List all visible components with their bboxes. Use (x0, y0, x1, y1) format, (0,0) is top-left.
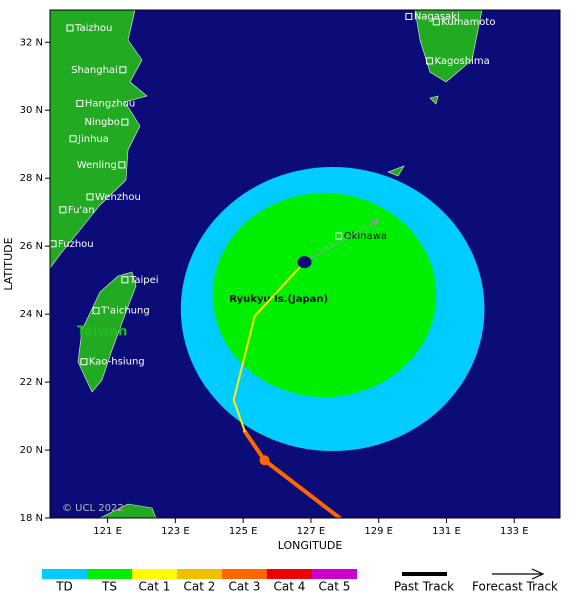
region-label: Ryukyu Is.(Japan) (229, 294, 328, 305)
wind-radius (212, 193, 437, 398)
y-tick-label: 20 N (20, 445, 43, 456)
legend-label: TS (101, 580, 117, 594)
legend-swatch (312, 569, 357, 579)
city-marker (76, 99, 84, 107)
x-axis-label: LONGITUDE (278, 539, 343, 552)
x-tick-label: 131 E (432, 526, 461, 537)
track-point (259, 455, 270, 466)
city-marker (426, 57, 434, 65)
city-label: Wenling (77, 160, 117, 171)
legend-label: Cat 1 (139, 580, 171, 594)
legend-swatch (42, 569, 87, 579)
copyright: © UCL 2022 (62, 503, 124, 514)
city-label: Kao-hsiung (89, 357, 145, 368)
city-marker (66, 24, 74, 32)
legend-swatch (87, 569, 132, 579)
city-marker (69, 135, 77, 143)
forecast-track-key-arrow (531, 568, 545, 580)
y-tick-label: 32 N (20, 37, 43, 48)
city-label: Kagoshima (435, 56, 490, 67)
city-marker (119, 66, 127, 74)
y-tick-label: 22 N (20, 377, 43, 388)
city-marker (86, 193, 94, 201)
city-marker (432, 18, 440, 26)
legend-label: Forecast Track (472, 580, 558, 594)
region-label: Taiwan (77, 325, 127, 340)
legend-label: Cat 4 (274, 580, 306, 594)
city-label: Hangzhou (85, 98, 135, 109)
x-tick-label: 121 E (93, 526, 122, 537)
legend-swatch (267, 569, 312, 579)
city-label: Jinhua (77, 134, 109, 145)
city-marker (335, 232, 343, 240)
y-tick-label: 24 N (20, 309, 43, 320)
x-tick-label: 129 E (364, 526, 393, 537)
y-axis-label: LATITUDE (2, 237, 15, 290)
past-track-segment (232, 399, 246, 433)
y-tick-label: 30 N (20, 105, 43, 116)
y-tick-label: 28 N (20, 173, 43, 184)
city-label: Wenzhou (95, 192, 141, 203)
city-label: Nagasaki (414, 11, 460, 22)
past-track-segment (242, 429, 267, 463)
legend-label: Cat 5 (319, 580, 351, 594)
city-marker (92, 307, 100, 315)
city-label: Fu'an (68, 205, 95, 216)
legend-swatch (222, 569, 267, 579)
city-label: Fuzhou (58, 239, 94, 250)
x-tick-label: 123 E (161, 526, 190, 537)
city-marker (121, 276, 129, 284)
y-tick-label: 26 N (20, 241, 43, 252)
legend-swatch (177, 569, 222, 579)
legend-swatch (132, 569, 177, 579)
x-tick-label: 125 E (229, 526, 258, 537)
city-marker (118, 161, 126, 169)
x-tick-label: 133 E (500, 526, 529, 537)
y-tick-label: 18 N (20, 513, 43, 524)
city-label: Kumamoto (441, 17, 495, 28)
current-position (297, 256, 312, 269)
x-tick-label: 127 E (297, 526, 326, 537)
city-label: Okinawa (344, 231, 387, 242)
city-marker (80, 358, 88, 366)
city-marker (93, 537, 99, 543)
city-label: T'aichung (100, 306, 150, 317)
forecast-arrow-head (368, 219, 380, 229)
land (50, 10, 483, 518)
legend-label: Cat 3 (229, 580, 261, 594)
city-marker (405, 12, 413, 20)
city-marker (59, 206, 67, 214)
past-track-segment (232, 315, 256, 402)
legend-label: Past Track (394, 580, 454, 594)
city-marker (121, 118, 129, 126)
past-track-segment (262, 458, 342, 518)
legend-label: Cat 2 (184, 580, 216, 594)
city-label: Ningbo (84, 117, 119, 128)
city-label: Taipei (129, 275, 159, 286)
city-label: Taizhou (74, 23, 112, 34)
legend-label: TD (55, 580, 73, 594)
past-track-segment (253, 261, 306, 318)
forecast-track (304, 219, 379, 263)
map-frame (49, 9, 561, 519)
city-label: Shanghai (71, 65, 118, 76)
